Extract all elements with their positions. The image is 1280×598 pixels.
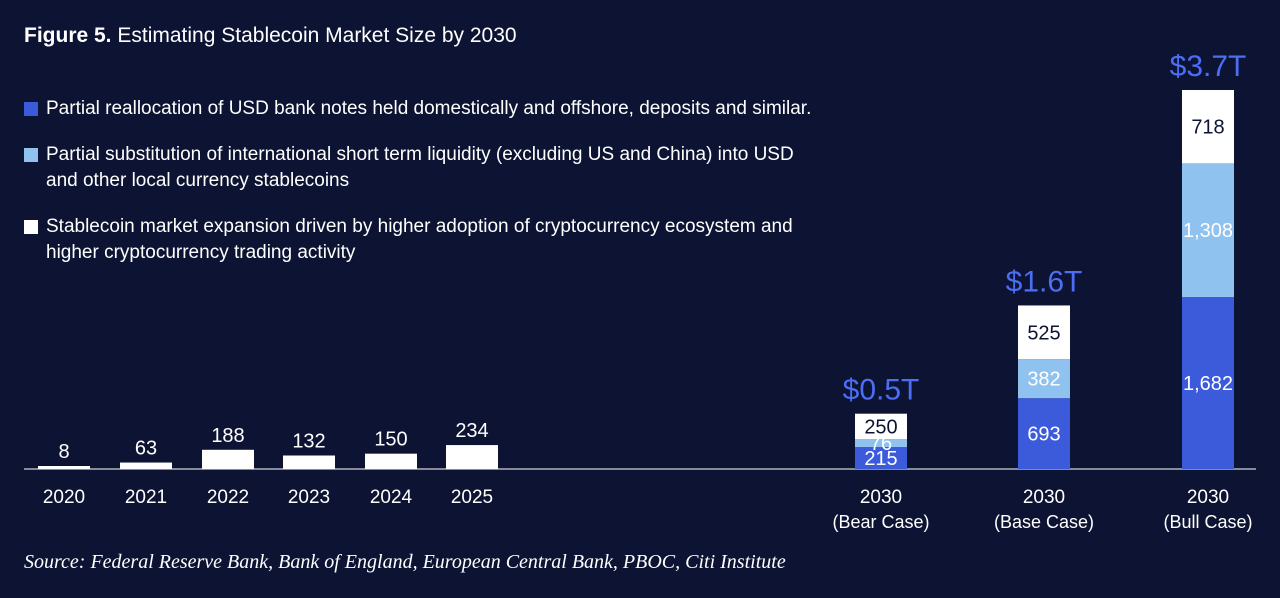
data-label-bull-reallocation: 1,682	[1183, 373, 1233, 395]
source-note: Source: Federal Reserve Bank, Bank of En…	[24, 551, 786, 573]
x-tick-bear-case: (Bear Case)	[832, 512, 929, 532]
total-label-base: $1.6T	[1006, 265, 1083, 298]
data-label-bear-expansion: 250	[864, 416, 897, 438]
data-label-base-substitution: 382	[1027, 369, 1060, 391]
data-label-2023: 132	[292, 431, 325, 453]
bar-base-expansion	[1018, 305, 1070, 360]
legend-label: Partial reallocation of USD bank notes h…	[46, 98, 812, 119]
chart-title: Figure 5. Estimating Stablecoin Market S…	[24, 24, 517, 48]
bar-2023	[283, 455, 335, 469]
bar-bull-reallocation	[1182, 297, 1234, 469]
legend-item-substitution: Partial substitution of international sh…	[24, 142, 824, 194]
legend-swatch-lightblue	[24, 148, 38, 162]
data-label-2021: 63	[135, 438, 157, 460]
x-tick-2020: 2020	[43, 487, 85, 508]
bar-base-reallocation	[1018, 398, 1070, 469]
bar-2022	[202, 449, 254, 469]
data-label-base-reallocation: 693	[1027, 424, 1060, 446]
legend-item-expansion: Stablecoin market expansion driven by hi…	[24, 214, 824, 266]
bar-bull-substitution	[1182, 163, 1234, 298]
data-label-2025: 234	[455, 420, 488, 442]
x-tick-bear-year: 2030	[860, 487, 902, 508]
legend-label: Partial substitution of international sh…	[46, 144, 794, 191]
bar-bull-expansion	[1182, 90, 1234, 164]
x-tick-2021: 2021	[125, 487, 167, 508]
x-tick-2022: 2022	[207, 487, 249, 508]
total-label-bear: $0.5T	[843, 374, 920, 407]
data-label-bull-substitution: 1,308	[1183, 220, 1233, 242]
bar-bear-reallocation	[855, 447, 907, 469]
total-label-bull: $3.7T	[1170, 50, 1247, 83]
legend-label: Stablecoin market expansion driven by hi…	[46, 216, 793, 263]
x-tick-bull-year: 2030	[1187, 487, 1229, 508]
x-tick-2025: 2025	[451, 487, 493, 508]
x-tick-bull-case: (Bull Case)	[1163, 512, 1252, 532]
data-label-bear-reallocation: 215	[864, 448, 897, 470]
x-tick-base-year: 2030	[1023, 487, 1065, 508]
x-tick-2023: 2023	[288, 487, 330, 508]
bar-bear-expansion	[855, 413, 907, 440]
bar-2021	[120, 462, 172, 469]
data-label-2022: 188	[211, 425, 244, 447]
x-tick-2024: 2024	[370, 487, 413, 508]
data-label-2024: 150	[374, 429, 407, 451]
data-label-bull-expansion: 718	[1191, 117, 1224, 139]
bar-2020	[38, 466, 90, 469]
data-label-2020: 8	[58, 441, 69, 463]
bar-2025	[446, 445, 498, 469]
data-label-base-expansion: 525	[1027, 322, 1060, 344]
bar-2024	[365, 453, 417, 469]
bar-base-substitution	[1018, 359, 1070, 399]
legend-item-reallocation: Partial reallocation of USD bank notes h…	[24, 96, 824, 122]
bar-bear-substitution	[855, 439, 907, 448]
legend: Partial reallocation of USD bank notes h…	[24, 96, 824, 286]
legend-swatch-white	[24, 220, 38, 234]
x-tick-base-case: (Base Case)	[994, 512, 1094, 532]
figure-number: Figure 5.	[24, 24, 112, 47]
title-text: Estimating Stablecoin Market Size by 203…	[111, 24, 517, 47]
legend-swatch-blue	[24, 102, 38, 116]
